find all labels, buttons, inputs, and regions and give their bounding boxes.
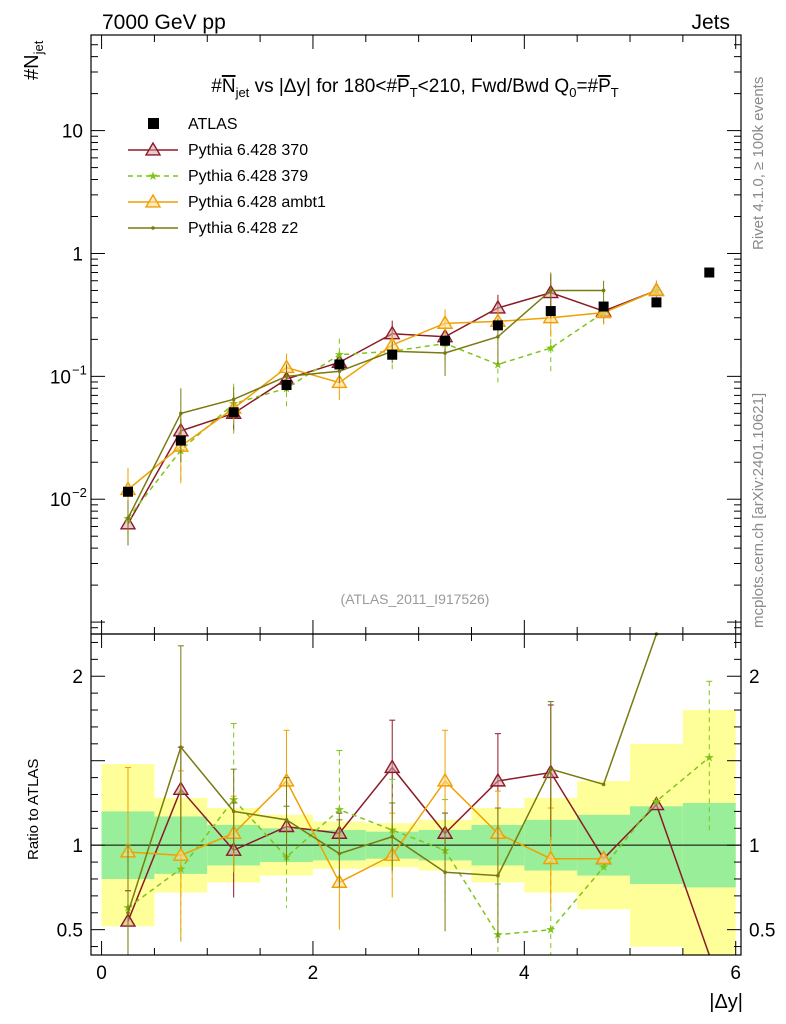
- atlas-uncertainty-bands: [91, 710, 741, 955]
- series-point-ratio-z2: [601, 782, 606, 787]
- series-point-main-379: ★: [334, 348, 345, 362]
- series-point-main-z2: [231, 397, 236, 402]
- series-point-main-z2: [337, 369, 342, 374]
- atlas-data-point: [387, 349, 398, 360]
- category-label: Jets: [691, 11, 730, 34]
- y-tick-exponent: −2: [72, 485, 87, 500]
- legend-marker-atlas: [148, 118, 159, 129]
- x-tick-label: 4: [519, 963, 530, 984]
- series-point-ratio-ambt1: [172, 846, 190, 861]
- atlas-data-point: [440, 335, 451, 346]
- legend-marker-z2: [151, 226, 155, 230]
- series-point-main-ambt1: [436, 314, 454, 329]
- atlas-data-point: [492, 320, 503, 331]
- atlas-data-layer: [122, 267, 715, 497]
- series-point-ratio-z2: [231, 809, 236, 814]
- series-point-ratio-379: ★: [334, 803, 345, 817]
- y-axis-label: #Njet: [21, 40, 46, 80]
- atlas-data-point: [228, 407, 239, 418]
- series-point-ratio-379: ★: [651, 794, 662, 808]
- atlas-data-point: [281, 380, 292, 391]
- series-point-main-ambt1: [595, 304, 612, 319]
- legend-marker-379: ★: [148, 169, 159, 183]
- series-point-main-ambt1: [648, 282, 665, 297]
- rivet-version-label: Rivet 4.1.0, ≥ 100k events: [750, 77, 767, 250]
- mc-series-layer: ★★★★★★★★★★★★★★★★★★★★★★★: [119, 272, 715, 956]
- legend-label-379: Pythia 6.428 379: [188, 168, 308, 185]
- x-tick-label: 6: [730, 963, 741, 984]
- series-point-ratio-370: [383, 759, 401, 774]
- series-point-ratio-z2: [548, 767, 553, 771]
- ratio-axis-label: Ratio to ATLAS: [25, 759, 42, 860]
- series-point-main-379: ★: [545, 341, 556, 355]
- series-point-ratio-z2: [284, 818, 289, 822]
- atlas-data-point: [175, 435, 186, 446]
- atlas-data-point: [334, 359, 345, 370]
- series-line-ratio-379: [127, 756, 710, 936]
- atlas-data-point: [704, 267, 715, 278]
- atlas-data-point: [545, 306, 556, 317]
- x-axis-label: |Δy|: [709, 991, 743, 1013]
- y-tick-label: 10: [62, 122, 83, 143]
- atlas-data-point: [122, 486, 133, 497]
- y-tick-label: 10: [50, 367, 71, 388]
- series-point-ratio-z2: [337, 851, 342, 856]
- mcplots-source-label: mcplots.cern.ch [arXiv:2401.10621]: [750, 393, 767, 628]
- ratio-tick-label-right: 1: [749, 836, 760, 857]
- legend-marker-ambt1: [144, 193, 162, 208]
- ratio-tick-label-right: 2: [749, 667, 760, 688]
- series-line-ratio-ambt1: [127, 779, 604, 884]
- x-tick-label: 2: [308, 963, 319, 984]
- series-point-ratio-z2: [496, 873, 500, 878]
- series-point-main-z2: [548, 288, 553, 293]
- ratio-tick-label: 2: [72, 667, 83, 688]
- series-line-main-ambt1: [127, 289, 657, 491]
- series-line-ratio-370: [127, 766, 711, 956]
- legend: ATLAS Pythia 6.428 370 ★ Pythia 6.428 379 Py…: [128, 116, 326, 237]
- beam-label: 7000 GeV pp: [102, 11, 226, 34]
- series-point-ratio-z2: [126, 910, 130, 915]
- legend-marker-370: [144, 141, 162, 156]
- series-point-ratio-ambt1: [542, 850, 559, 865]
- series-point-ratio-379: ★: [598, 860, 609, 874]
- ratio-tick-label: 0.5: [57, 921, 83, 942]
- ratio-tick-label: 1: [72, 836, 83, 857]
- series-point-main-z2: [284, 374, 289, 379]
- series-point-ratio-370: [489, 772, 507, 787]
- legend-label-370: Pythia 6.428 370: [188, 142, 308, 159]
- atlas-data-point: [651, 297, 662, 308]
- legend-label-ambt1: Pythia 6.428 ambt1: [188, 194, 326, 211]
- atlas-data-point: [598, 301, 609, 312]
- series-point-ratio-379: ★: [545, 923, 556, 937]
- series-point-ratio-370: [648, 796, 665, 811]
- series-point-main-z2: [496, 334, 500, 339]
- analysis-watermark: (ATLAS_2011_I917526): [341, 591, 490, 607]
- legend-label-atlas: ATLAS: [188, 116, 238, 133]
- series-point-main-z2: [126, 516, 130, 521]
- y-tick-label: 10: [50, 490, 71, 511]
- legend-label-z2: Pythia 6.428 z2: [188, 220, 298, 237]
- series-point-ratio-379: ★: [704, 750, 715, 764]
- series-point-main-z2: [179, 411, 183, 416]
- series-point-ratio-z2: [179, 745, 183, 749]
- x-tick-label: 0: [96, 963, 107, 984]
- series-line-main-z2: [127, 289, 604, 519]
- series-point-ratio-z2: [390, 834, 395, 839]
- series-point-main-z2: [601, 288, 606, 293]
- series-point-ratio-ambt1: [436, 772, 454, 787]
- series-point-ratio-ambt1: [595, 850, 612, 865]
- chart-title: #Njet vs |Δy| for 180<#PT<210, Fwd/Bwd Q…: [211, 76, 619, 100]
- series-point-ratio-z2: [443, 870, 447, 875]
- series-point-main-379: ★: [493, 357, 504, 371]
- y-tick-exponent: −1: [72, 362, 87, 377]
- series-point-main-z2: [443, 351, 447, 355]
- ratio-tick-label-right: 0.5: [749, 921, 775, 942]
- y-tick-label: 1: [72, 244, 83, 265]
